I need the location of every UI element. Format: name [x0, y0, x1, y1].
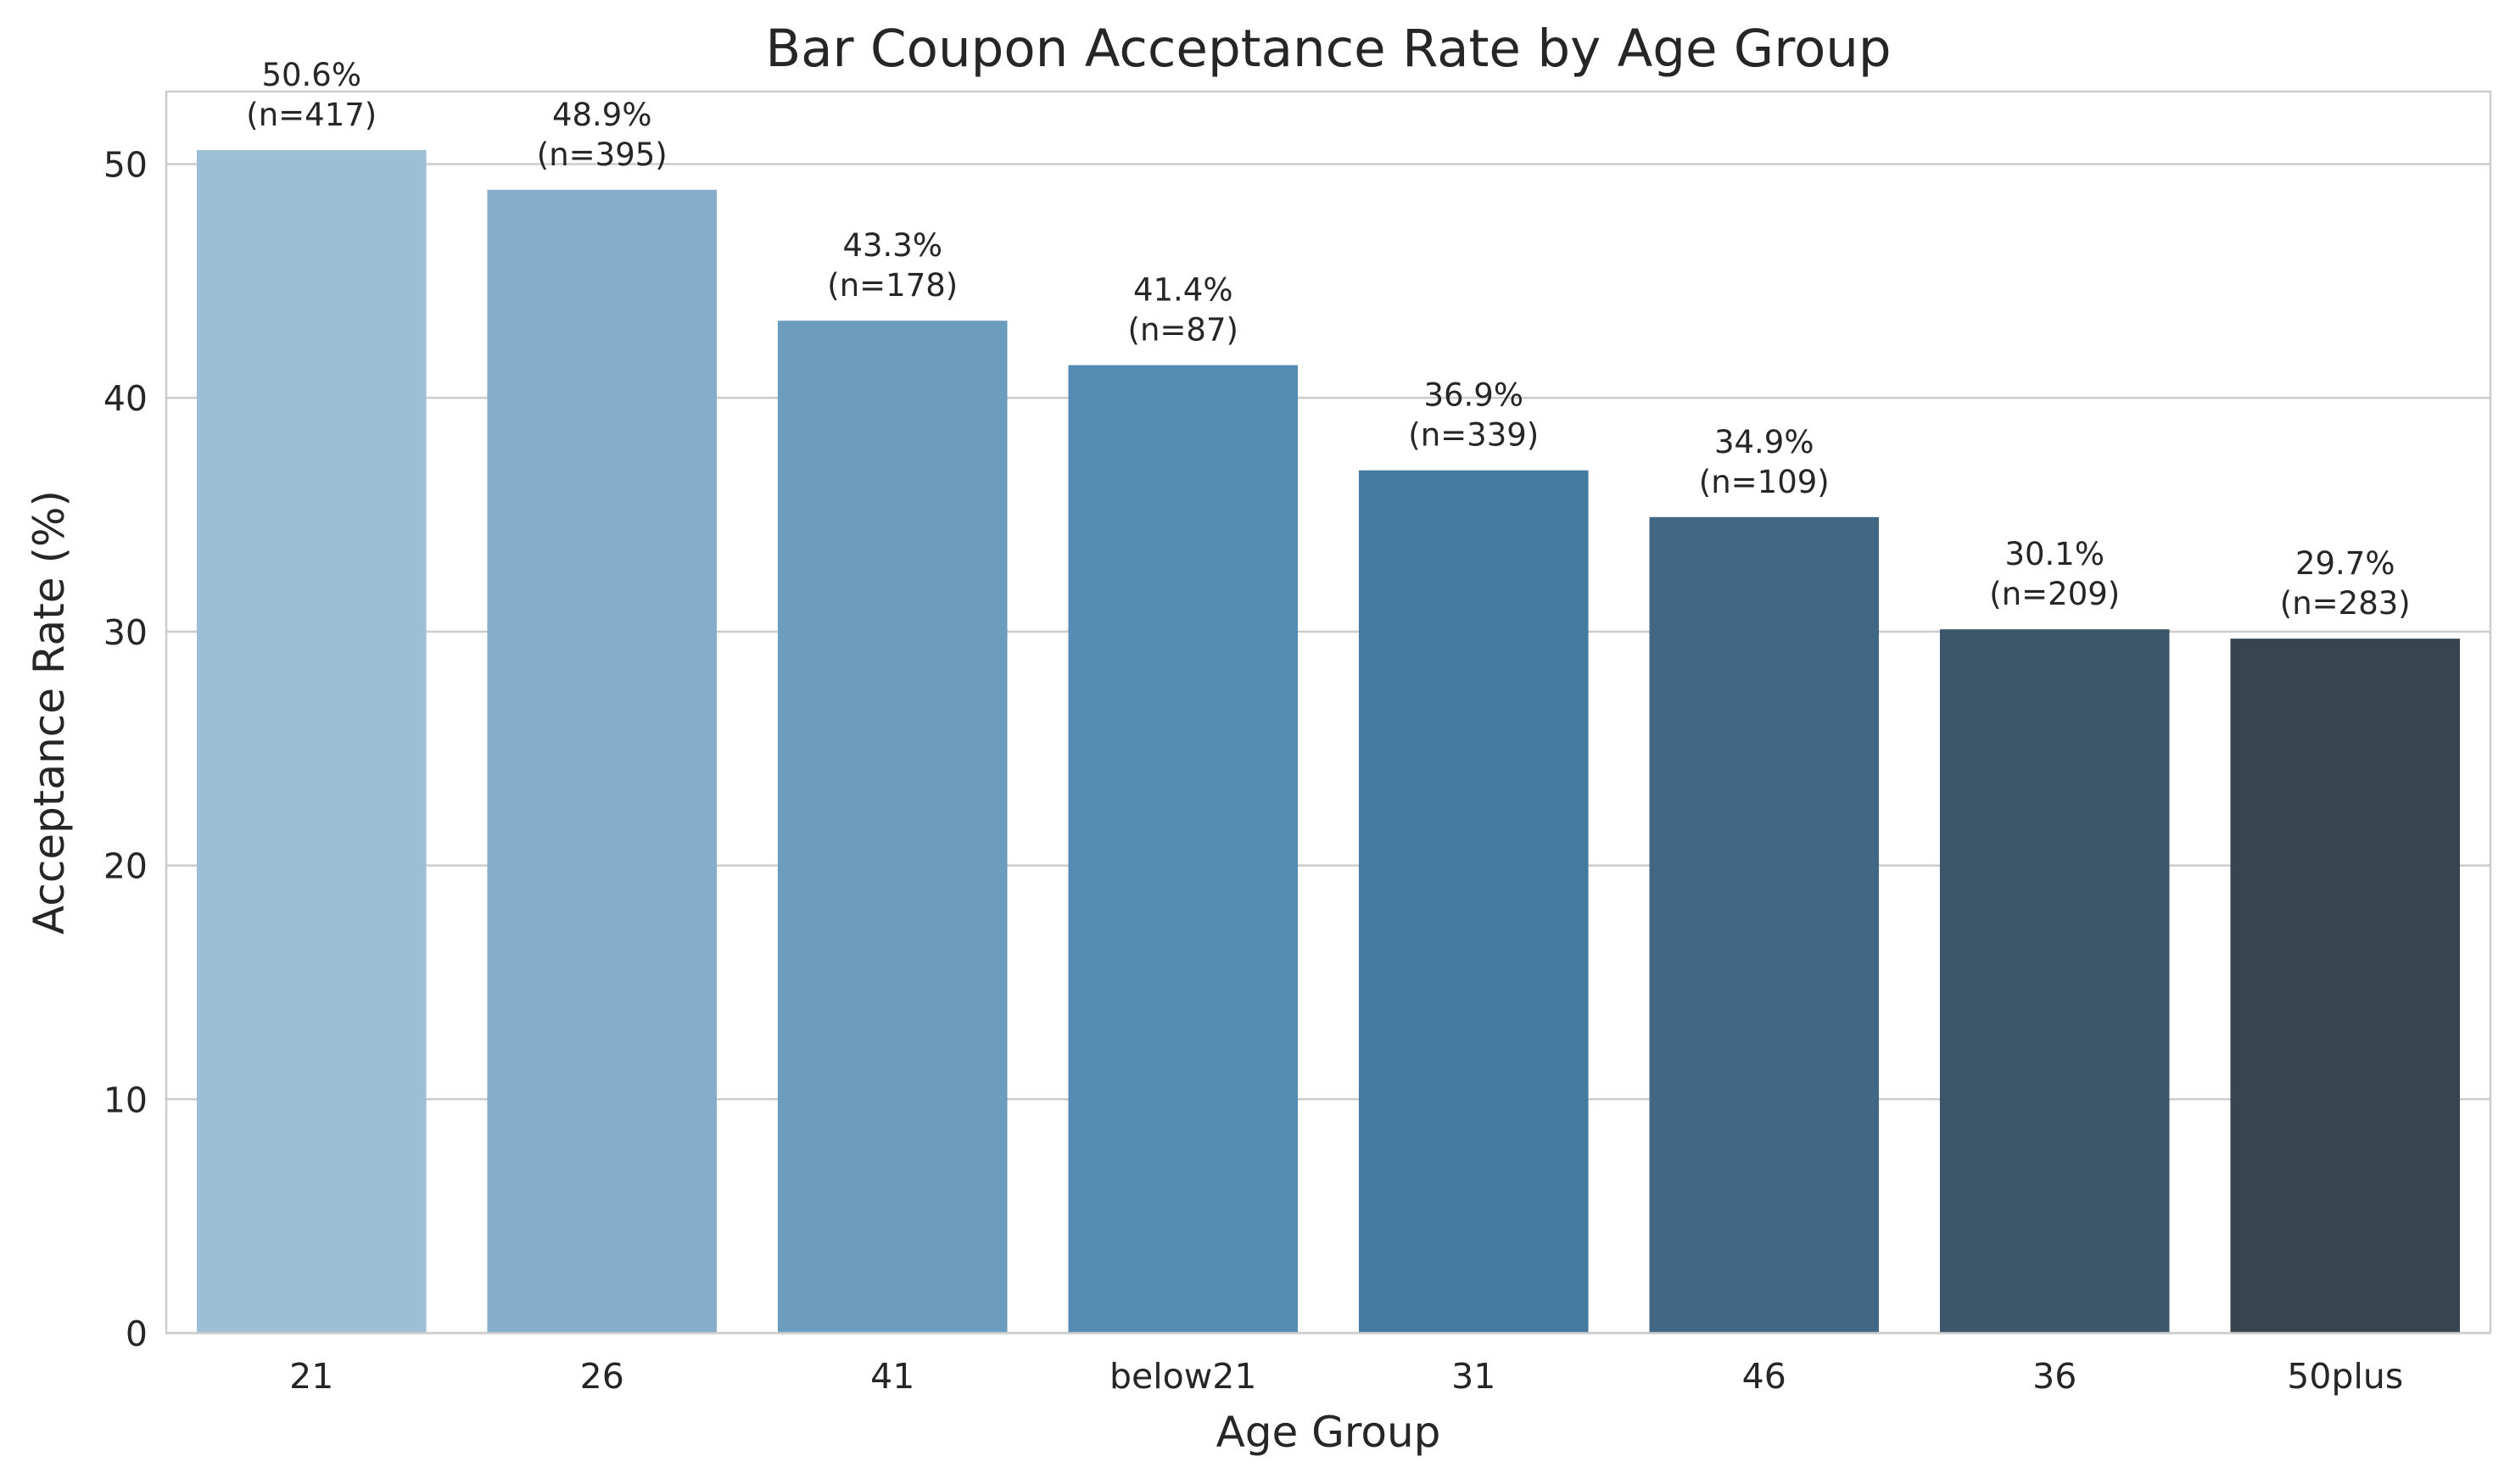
bars	[196, 149, 2461, 1334]
data-label-value: 36.9%	[1423, 377, 1523, 414]
data-label-value: 50.6%	[261, 57, 361, 93]
x-tick-label: 21	[289, 1356, 333, 1397]
y-axis-title: Acceptance Rate (%)	[25, 490, 74, 934]
data-label-value: 29.7%	[2295, 545, 2395, 582]
y-axis-ticks: 0 10 20 30 40 50	[103, 144, 148, 1354]
data-labels: 50.6% (n=417) 48.9% (n=395) 43.3%(n=178) 41.4…	[246, 57, 2410, 622]
y-tick-label: 50	[103, 144, 148, 185]
y-tick-label: 10	[103, 1080, 148, 1120]
data-label-count: (n=283)	[2280, 585, 2411, 622]
data-label-count: (n=87)	[1128, 312, 1238, 349]
bar-26	[487, 189, 718, 1333]
data-label-value: 41.4%	[1133, 272, 1233, 309]
data-label-count: (n=209)	[1989, 576, 2120, 612]
x-tick-label: 36	[2032, 1356, 2076, 1397]
data-label-count: (n=417)	[246, 97, 377, 133]
data-label-count: (n=109)	[1699, 464, 1830, 500]
data-label-value: 34.9%	[1714, 424, 1814, 460]
x-tick-label: 46	[1742, 1356, 1786, 1397]
x-axis-ticks: 21 26 41 below21 31 46 36 50plus	[289, 1356, 2403, 1397]
x-axis-title: Age Group	[1216, 1408, 1441, 1457]
x-tick-label: 31	[1451, 1356, 1495, 1397]
x-tick-label: 26	[580, 1356, 624, 1397]
bar-31	[1358, 470, 1589, 1333]
data-label-count: (n=395)	[537, 137, 668, 173]
y-tick-label: 30	[103, 612, 148, 653]
y-tick-label: 20	[103, 846, 148, 887]
chart-title: Bar Coupon Acceptance Rate by Age Group	[765, 19, 1891, 79]
data-label-value: 30.1%	[2004, 536, 2104, 572]
bar-41	[777, 321, 1008, 1333]
plot-frame	[165, 90, 2492, 1335]
bar-below21	[1068, 365, 1299, 1333]
data-label-count: (n=339)	[1408, 417, 1539, 454]
bar-21	[196, 149, 427, 1334]
data-label-value: 48.9%	[552, 97, 652, 133]
bar-46	[1649, 516, 1880, 1333]
bar-36	[1939, 629, 2170, 1333]
data-label-count: (n=178)	[827, 267, 958, 304]
x-tick-label: 50plus	[2287, 1356, 2403, 1397]
x-tick-label: below21	[1109, 1356, 1256, 1397]
y-tick-label: 0	[126, 1314, 148, 1354]
bar-50plus	[2230, 639, 2461, 1333]
y-tick-label: 40	[103, 378, 148, 419]
x-tick-label: 41	[870, 1356, 914, 1397]
data-label-value: 43.3%	[842, 227, 942, 264]
